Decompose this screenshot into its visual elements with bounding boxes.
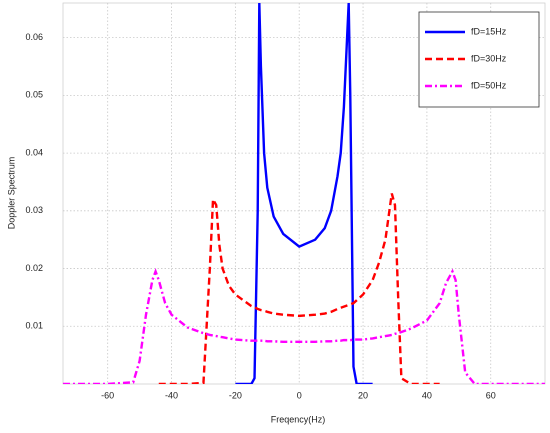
legend-label: fD=15Hz (471, 26, 507, 36)
series-line (63, 267, 545, 384)
x-tick-label: -40 (165, 390, 178, 400)
y-tick-label: 0.05 (25, 90, 43, 100)
y-tick-label: 0.06 (25, 32, 43, 42)
legend-label: fD=50Hz (471, 80, 507, 90)
y-tick-label: 0.02 (25, 263, 43, 273)
x-tick-label: 0 (297, 390, 302, 400)
x-axis-label: Freqency(Hz) (271, 414, 326, 424)
x-tick-label: 60 (486, 390, 496, 400)
x-tick-label: 40 (422, 390, 432, 400)
x-tick-label: -20 (229, 390, 242, 400)
y-tick-label: 0.04 (25, 147, 43, 157)
series-line (235, 3, 373, 384)
x-tick-label: 20 (358, 390, 368, 400)
x-tick-label: -60 (101, 390, 114, 400)
legend: fD=15Hz fD=30Hz fD=50Hz (418, 11, 540, 108)
y-tick-label: 0.01 (25, 321, 43, 331)
lines (63, 3, 545, 384)
series-line (158, 193, 440, 384)
y-tick-label: 0.03 (25, 205, 43, 215)
legend-label: fD=30Hz (471, 53, 507, 63)
y-axis-label: Doppler Spectrum (6, 157, 16, 230)
